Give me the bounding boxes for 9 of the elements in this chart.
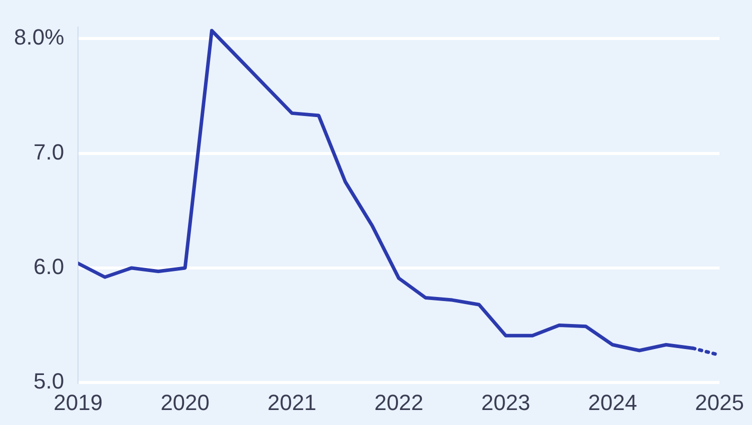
y-tick-label: 6.0 [34,254,64,280]
x-tick-label: 2020 [160,390,210,415]
x-tick-label: 2025 [695,390,744,415]
x-tick-label: 2023 [481,390,530,415]
x-tick-label: 2022 [374,390,424,415]
y-tick-label: 8.0% [14,24,64,50]
y-tick-label: 7.0 [34,139,64,164]
x-tick-label: 2021 [267,390,316,415]
x-tick-label: 2024 [588,390,638,415]
